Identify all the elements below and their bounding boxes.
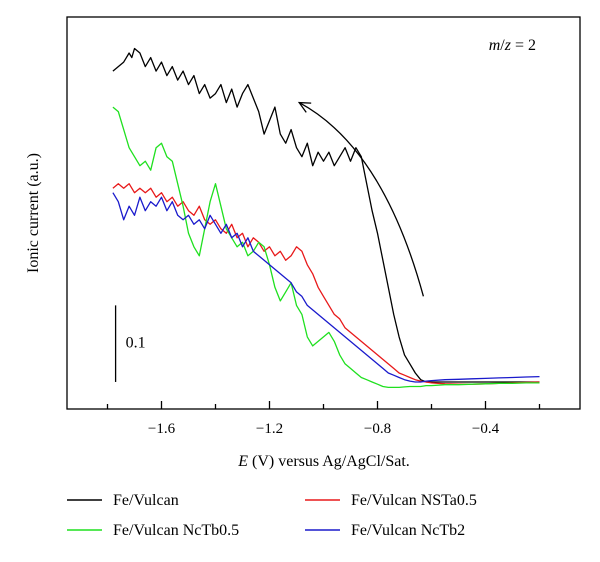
annotation-m: m <box>489 37 501 54</box>
mass-charge-annotation: m/z = 2 <box>489 37 536 54</box>
x-tick-label-0: −1.6 <box>148 421 176 437</box>
annotation-rest: = 2 <box>511 37 536 54</box>
legend: Fe/Vulcan Fe/Vulcan NSTa0.5 Fe/Vulcan NcTb… <box>67 492 477 539</box>
annotation-slash: / <box>500 37 505 54</box>
y-axis-title: Ionic current (a.u.) <box>25 153 42 273</box>
x-tick-label-3: −0.4 <box>472 421 500 437</box>
legend-label-0: Fe/Vulcan <box>113 492 179 509</box>
x-tick-label-2: −0.8 <box>364 421 391 437</box>
x-tick-label-1: −1.2 <box>256 421 283 437</box>
series-line-2 <box>112 106 540 389</box>
series-line-3 <box>112 192 540 383</box>
x-axis-title-text: (V) versus Ag/AgCl/Sat. <box>248 453 410 470</box>
x-axis-title-symbol: E <box>237 453 248 470</box>
legend-label-2: Fe/Vulcan NcTb0.5 <box>113 522 239 539</box>
x-ticks: −1.6 −1.2 −0.8 −0.4 <box>106 401 541 437</box>
scan-direction-arrow-head <box>297 101 312 113</box>
x-axis-title: E (V) versus Ag/AgCl/Sat. <box>237 453 410 470</box>
legend-label-3: Fe/Vulcan NcTb2 <box>351 522 465 539</box>
scan-direction-arrow <box>298 102 425 297</box>
series-line-1 <box>112 183 540 385</box>
series-line-0 <box>112 47 540 383</box>
annotations: 0.1 m/z = 2 <box>114 37 536 382</box>
series-layer <box>112 47 540 389</box>
annotation-z: z <box>504 37 512 54</box>
scale-bar-label: 0.1 <box>126 335 146 352</box>
legend-label-1: Fe/Vulcan NSTa0.5 <box>351 492 477 509</box>
